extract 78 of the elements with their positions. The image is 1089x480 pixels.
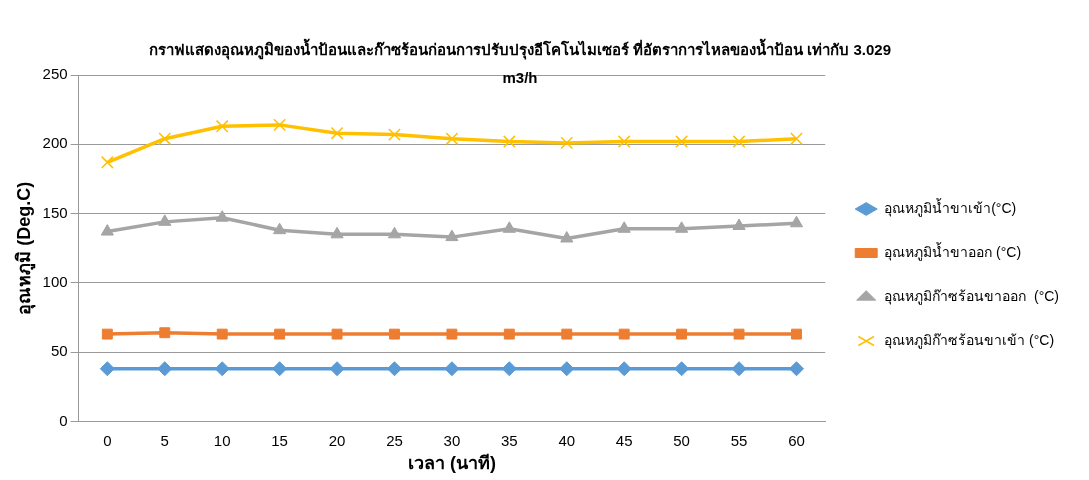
x-tick-label: 30 xyxy=(443,431,461,449)
point xyxy=(158,132,172,146)
point xyxy=(618,328,630,340)
y-axis-title: อุณหภูมิ (Deg.C) xyxy=(13,181,36,315)
x-tick-label: 50 xyxy=(673,431,690,449)
point xyxy=(388,128,401,141)
point xyxy=(788,361,804,377)
point xyxy=(157,361,173,377)
point xyxy=(272,361,288,377)
x-tick-label: 35 xyxy=(500,431,518,449)
x-tick-label: 20 xyxy=(328,431,346,449)
x-tick-label: 5 xyxy=(160,431,169,449)
point xyxy=(502,221,516,233)
x-tick-label: 15 xyxy=(271,431,288,449)
x-tick-label: 45 xyxy=(615,431,633,449)
point xyxy=(446,328,458,340)
point xyxy=(215,210,229,222)
point xyxy=(389,328,400,340)
point xyxy=(331,328,343,340)
point xyxy=(617,221,631,233)
point xyxy=(99,361,115,377)
legend-label: อุณหภูมิก๊าซร้อนขาออก (°C) xyxy=(884,287,1059,305)
point xyxy=(216,328,228,340)
point xyxy=(731,361,747,377)
point xyxy=(676,328,688,340)
x-tick-label: 40 xyxy=(558,431,576,449)
point xyxy=(445,229,459,242)
legend-label: อุณหภูมิน้ำขาออก (°C) xyxy=(884,241,1022,261)
point xyxy=(501,361,517,377)
point xyxy=(215,119,229,133)
point xyxy=(559,361,575,377)
point xyxy=(100,224,114,236)
x-tick-label: 25 xyxy=(386,431,403,449)
y-tick-label: 100 xyxy=(42,272,68,290)
x-tick-label: 55 xyxy=(730,431,748,449)
point xyxy=(503,328,515,340)
point xyxy=(214,361,230,377)
point xyxy=(732,218,746,231)
point xyxy=(789,215,804,228)
point xyxy=(616,361,632,377)
x-tick-label: 60 xyxy=(788,431,805,449)
y-tick-label: 250 xyxy=(42,65,68,83)
point xyxy=(387,226,402,239)
point xyxy=(100,155,114,169)
point xyxy=(386,361,402,377)
point xyxy=(101,328,113,340)
point xyxy=(675,221,689,233)
point xyxy=(790,132,803,146)
point xyxy=(444,361,460,377)
x-axis-title: เวลา (นาที) xyxy=(407,453,496,474)
point xyxy=(791,328,802,340)
point xyxy=(329,361,345,377)
x-tick-label: 10 xyxy=(213,431,231,449)
point xyxy=(732,135,746,148)
legend-label: อุณหภูมิก๊าซร้อนขาเข้า (°C) xyxy=(884,331,1055,349)
point xyxy=(159,327,171,339)
y-tick-label: 0 xyxy=(59,411,68,429)
point xyxy=(502,135,516,148)
x-tick-label: 0 xyxy=(103,431,112,449)
point xyxy=(560,231,574,243)
point xyxy=(330,226,344,239)
y-tick-label: 200 xyxy=(42,134,68,152)
point xyxy=(158,214,172,226)
point xyxy=(617,135,631,148)
point xyxy=(675,135,689,148)
y-tick-label: 50 xyxy=(50,342,68,360)
point xyxy=(733,328,745,340)
point xyxy=(274,328,286,340)
point xyxy=(273,118,287,132)
legend-label: อุณหภูมิน้ำขาเข้า(°C) xyxy=(884,197,1017,217)
point xyxy=(674,361,690,377)
point xyxy=(445,132,459,146)
point xyxy=(273,222,287,235)
y-tick-label: 150 xyxy=(42,203,68,221)
point xyxy=(330,126,344,140)
point xyxy=(561,328,573,340)
chart-title: กราฟแสดงอุณหภูมิของน้ำป้อนและก๊าซร้อนก่อนการปรับปรุงอีโคโนไมเซอร์ ที่อัตราการไหลของน้ำป้อน เท่ากับ 3.029 m3/h xyxy=(147,37,892,88)
point xyxy=(560,136,574,150)
